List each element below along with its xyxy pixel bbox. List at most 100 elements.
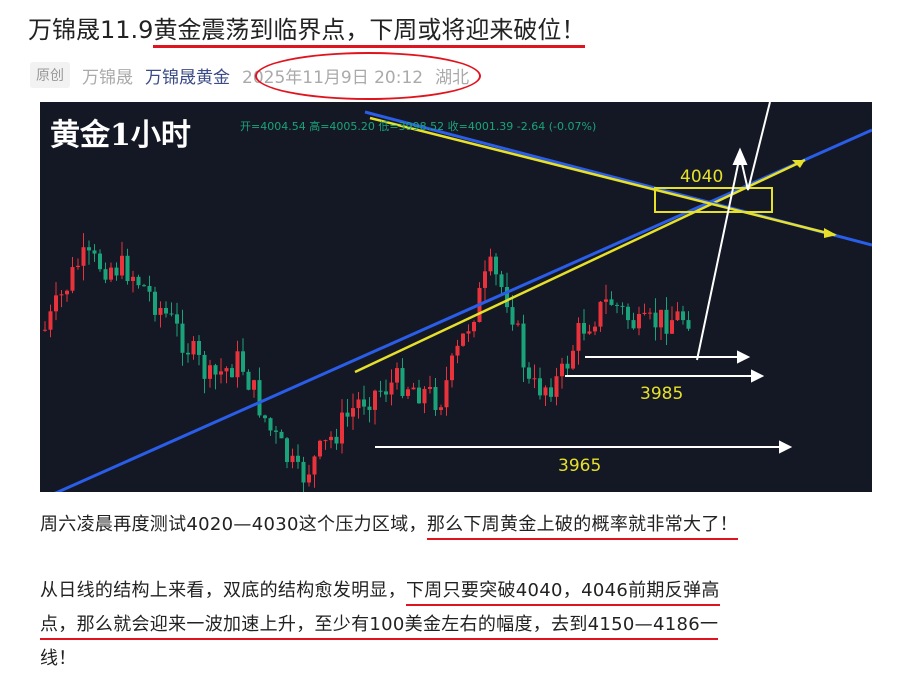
ascending-yellow-trendline <box>354 158 806 374</box>
candle-body <box>362 399 366 407</box>
candle-body <box>626 306 630 321</box>
candle-body <box>169 313 174 315</box>
candle-body <box>378 390 383 392</box>
title-prefix: 万锦晟11.9 <box>28 16 154 44</box>
candle-body <box>505 287 509 308</box>
candle-body <box>472 322 476 332</box>
candle-body <box>197 340 201 355</box>
candle-body <box>136 276 141 286</box>
candle-body <box>560 363 564 377</box>
candle-body <box>653 312 658 328</box>
candle-body <box>125 255 130 282</box>
candle-body <box>428 386 432 389</box>
candle-body <box>461 333 465 346</box>
label-3985: 3985 <box>640 384 683 404</box>
p2-end: 线！ <box>40 648 77 669</box>
candle-body <box>109 267 113 280</box>
candle-body <box>65 290 69 295</box>
candle-body <box>433 386 438 410</box>
candle-body <box>263 415 267 419</box>
candle-body <box>81 247 86 266</box>
candle-body <box>76 265 80 268</box>
candle-body <box>70 267 75 291</box>
candle-body <box>164 307 168 314</box>
candle-body <box>356 399 361 409</box>
candle-body <box>521 323 526 368</box>
candle-body <box>43 329 47 331</box>
chart-title: 黄金1小时 <box>50 118 191 153</box>
candle-body <box>202 354 207 379</box>
candle-body <box>103 269 108 280</box>
candle-body <box>268 418 273 431</box>
candle-body <box>114 267 119 276</box>
candle-body <box>296 455 300 462</box>
p2-text: 从日线的结构上来看，双底的结构愈发明显， <box>40 580 406 601</box>
candle-body <box>208 365 212 379</box>
candle-body <box>191 340 196 355</box>
candle-body <box>631 320 636 329</box>
candle-body <box>384 391 388 395</box>
candle-body <box>153 291 157 315</box>
candle-body <box>642 312 647 315</box>
candle-body <box>329 436 333 441</box>
author-name: 万锦晟 <box>82 67 133 88</box>
candle-body <box>494 256 498 275</box>
paragraph-2-line-3: 线！ <box>40 644 77 670</box>
candle-body <box>422 388 427 404</box>
candle-body <box>620 305 625 307</box>
title-highlight: 黄金震荡到临界点，下周或将迎来破位！ <box>153 16 586 48</box>
date-circle-annotation <box>255 52 481 100</box>
candle-body <box>411 387 416 390</box>
candle-body <box>466 331 471 334</box>
candle-body <box>158 307 163 315</box>
original-badge: 原创 <box>30 62 70 88</box>
candle-body <box>400 368 405 396</box>
candle-body <box>395 368 399 383</box>
candle-body <box>120 255 124 276</box>
candle-body <box>549 387 553 397</box>
candle-body <box>488 256 493 272</box>
arrowhead <box>792 160 805 168</box>
candle-body <box>54 295 58 312</box>
label-4040: 4040 <box>680 167 723 187</box>
candle-body <box>439 407 443 410</box>
candle-body <box>257 380 262 416</box>
candle-body <box>609 299 614 305</box>
candle-body <box>312 456 317 475</box>
candle-body <box>389 382 394 395</box>
candle-body <box>615 304 619 306</box>
account-link[interactable]: 万锦晟黄金 <box>145 67 230 88</box>
candle-body <box>230 368 234 378</box>
candle-body <box>235 351 240 378</box>
candle-body <box>571 350 575 369</box>
candle-body <box>131 276 135 282</box>
candle-body <box>340 412 344 444</box>
candle-body <box>301 461 306 483</box>
candle-body <box>87 247 91 251</box>
candle-body <box>648 312 652 314</box>
candle-body <box>686 320 691 329</box>
label-3965: 3965 <box>558 456 601 476</box>
candle-body <box>345 412 350 417</box>
p1-highlight: 那么下周黄金上破的概率就非常大了！ <box>426 514 738 540</box>
ascending-blue-trendline <box>54 128 872 492</box>
candle-body <box>527 367 531 379</box>
candle-body <box>274 430 278 432</box>
candle-body <box>175 314 179 324</box>
p2-highlight-2: 点，那么就会迎来一波加速上升，至少有100美金左右的幅度，去到4150—4186… <box>40 614 719 640</box>
chart-image: 4040 3985 3965 开=4004.54 高=4005.20 低=399… <box>40 102 872 492</box>
candle-body <box>483 271 487 288</box>
candle-body <box>147 286 152 292</box>
projection-arrow <box>696 102 771 361</box>
candle-body <box>246 371 251 390</box>
candle-body <box>373 390 377 410</box>
p1-text: 周六凌晨再度测试4020—4030这个压力区域， <box>40 514 427 535</box>
paragraph-2-line-2: 点，那么就会迎来一波加速上升，至少有100美金左右的幅度，去到4150—4186… <box>40 610 719 640</box>
paragraph-1: 周六凌晨再度测试4020—4030这个压力区域，那么下周黄金上破的概率就非常大了… <box>40 510 738 540</box>
candle-body <box>323 440 328 442</box>
candle-body <box>532 378 537 380</box>
candle-body <box>637 314 641 329</box>
candle-body <box>241 351 245 372</box>
candle-body <box>681 311 685 321</box>
candle-body <box>142 285 146 287</box>
